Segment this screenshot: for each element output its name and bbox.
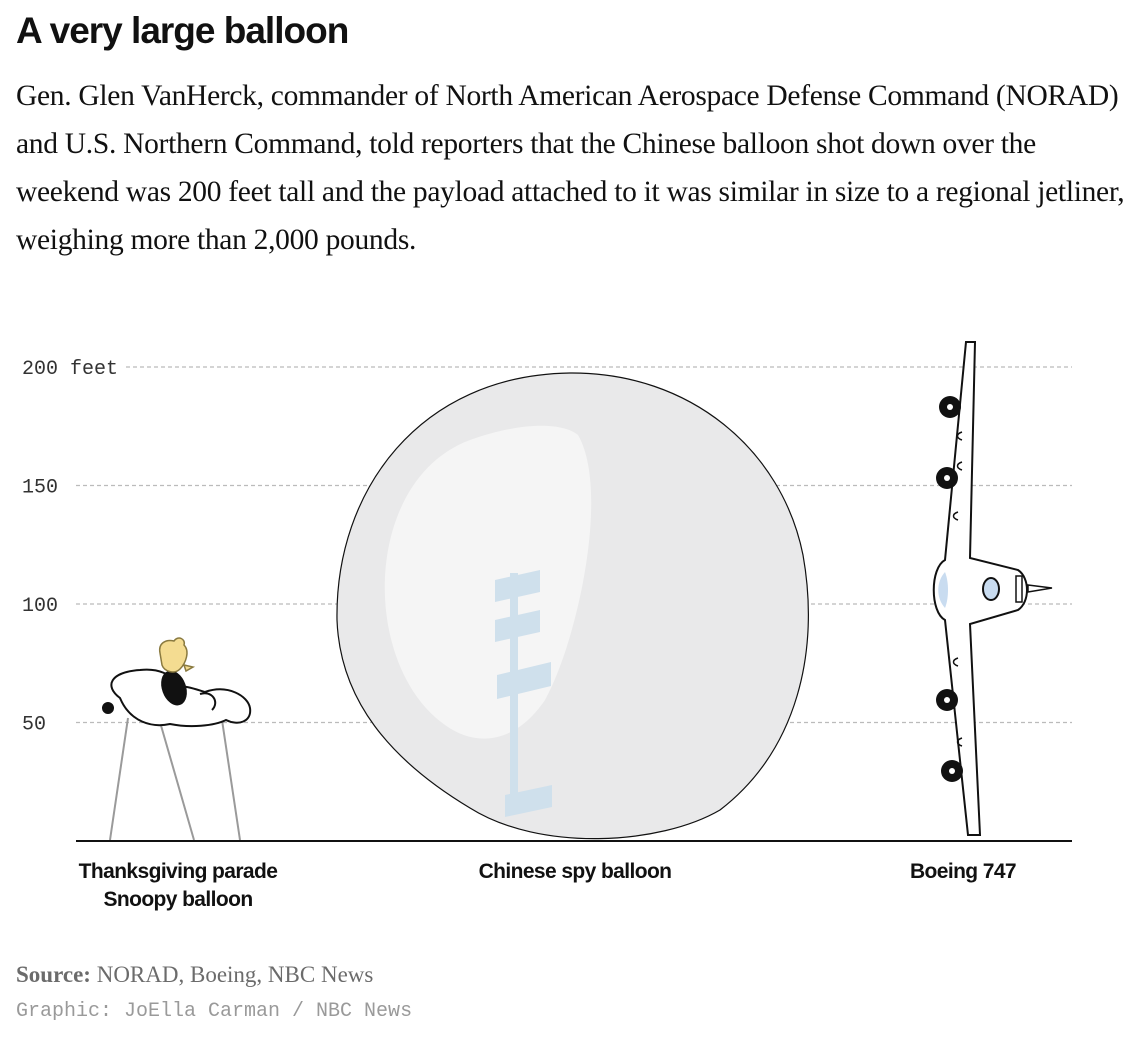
y-tick-label-150: 150 <box>22 477 58 500</box>
boeing-747-tail-cap <box>1015 575 1023 603</box>
y-axis-tick-labels: 200 feet 150 100 50 <box>22 358 118 737</box>
spy-balloon-payload-icon <box>495 570 552 817</box>
category-label-3: Boeing 747 <box>910 860 1016 883</box>
spy-balloon-illustration <box>336 372 809 840</box>
graphic-credit: Graphic: JoElla Carman / NBC News <box>16 1000 413 1023</box>
boeing-747-flap-marks <box>952 431 963 747</box>
spy-balloon-highlight <box>384 425 592 739</box>
category-label-1: Thanksgiving parade Snoopy balloon <box>79 860 278 911</box>
category-label-2: Chinese spy balloon <box>479 860 672 883</box>
snoopy-balloon-illustration <box>102 637 252 841</box>
snoopy-tether-lines <box>109 717 241 841</box>
size-comparison-chart: 200 feet 150 100 50 Thanksgiving parade Snoo… <box>22 341 1072 911</box>
y-tick-label-100: 100 <box>22 595 58 618</box>
chart-title: A very large balloon <box>16 10 349 51</box>
y-tick-label-50: 50 <box>22 714 46 737</box>
woodstock-icon <box>158 637 196 673</box>
boeing-747-engines <box>936 396 963 782</box>
boeing-747-nose <box>1027 584 1053 593</box>
boeing-747-fuselage-window <box>982 577 1000 601</box>
category-labels: Thanksgiving parade Snoopy balloon Chinese… <box>79 860 1017 911</box>
boeing-747-wing-tint <box>938 572 948 608</box>
boeing-747-illustration <box>932 341 1053 836</box>
y-tick-label-200: 200 feet <box>22 358 118 381</box>
chart-description: Gen. Glen VanHerck, commander of North A… <box>16 80 1125 256</box>
source-text: NORAD, Boeing, NBC News <box>96 962 374 987</box>
snoopy-icon <box>102 668 252 728</box>
source-line: Source: NORAD, Boeing, NBC News <box>16 962 373 988</box>
source-label: Source: <box>16 962 91 987</box>
